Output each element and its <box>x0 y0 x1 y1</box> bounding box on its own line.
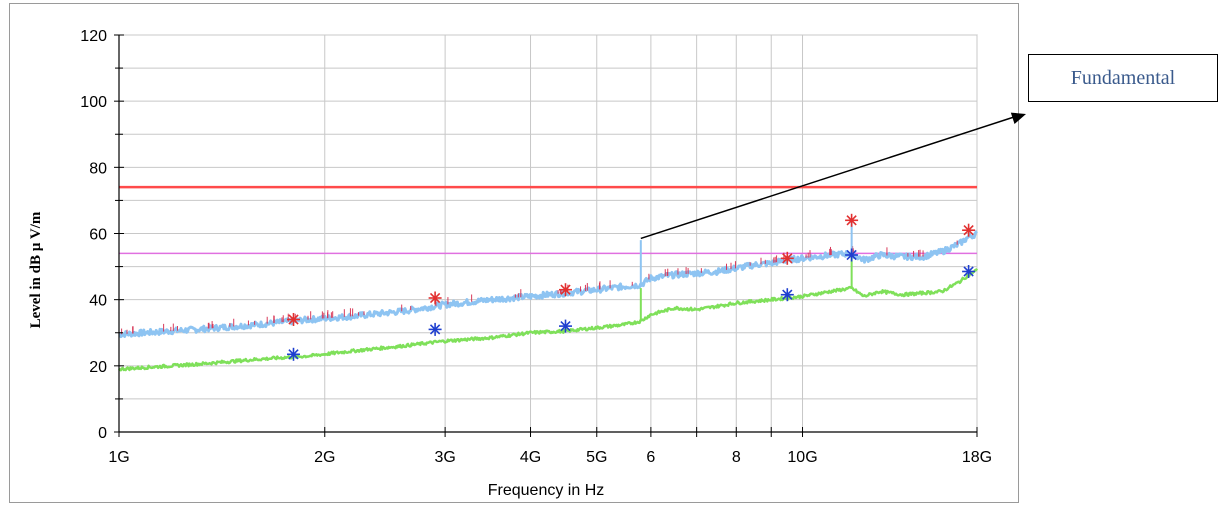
y-tick-label: 120 <box>80 28 107 45</box>
y-tick-label: 100 <box>80 94 107 111</box>
annotation-arrow-head <box>1010 112 1026 125</box>
peak-marker-stroke <box>560 320 571 332</box>
peak-marker <box>287 313 300 326</box>
annotation-layer <box>640 112 1026 240</box>
series-layer <box>118 221 979 372</box>
x-tick-label: 2G <box>314 449 335 466</box>
y-tick-label: 40 <box>89 293 107 310</box>
y-tick-label: 20 <box>89 359 107 376</box>
peak-marker-stroke <box>963 225 974 236</box>
peak-marker <box>845 248 859 262</box>
x-tick-label: 6 <box>646 449 655 466</box>
x-tick-label: 8 <box>732 449 741 466</box>
y-tick-label: 80 <box>89 160 107 177</box>
peak-marker-stroke <box>782 253 793 264</box>
x-tick-label: 4G <box>520 449 541 466</box>
peak-marker <box>559 283 572 297</box>
peak-marker <box>428 322 442 336</box>
x-tick-label: 10G <box>787 449 817 466</box>
x-tick-label: 18G <box>962 449 992 466</box>
fundamental-callout-box: Fundamental <box>1028 54 1218 102</box>
peak-marker <box>559 319 572 333</box>
peak-marker <box>845 213 859 227</box>
x-tick-label: 3G <box>434 449 455 466</box>
x-tick-label: 5G <box>586 449 607 466</box>
peak-marker-stroke <box>429 292 441 304</box>
peak-marker <box>428 291 442 305</box>
grid <box>118 34 978 433</box>
peak-marker <box>780 288 794 302</box>
series-trace <box>118 267 979 372</box>
peak-marker <box>780 251 794 265</box>
peak-marker-stroke <box>560 284 571 295</box>
annotation-arrow-line <box>640 116 1015 240</box>
series-trace <box>118 229 979 339</box>
x-axis-title: Frequency in Hz <box>488 482 605 499</box>
peak-marker <box>962 265 976 278</box>
peak-marker-stroke <box>429 324 441 335</box>
y-tick-label: 60 <box>89 227 107 244</box>
peak-marker-stroke <box>782 289 793 300</box>
peak-marker <box>962 223 976 237</box>
fundamental-callout-label: Fundamental <box>1070 66 1176 89</box>
y-tick-label: 0 <box>98 425 107 442</box>
axes: 0 20 40 60 80 100 120 1G 2G 3G 4G 5G 6 8 10G 18G <box>80 28 992 466</box>
peak-marker <box>287 347 300 361</box>
y-axis-title: Level in dB µ V/m <box>28 211 44 328</box>
peak-marker-stroke <box>846 215 857 226</box>
peak-marker-stroke <box>963 266 974 277</box>
peak-marker-stroke <box>846 249 857 261</box>
x-tick-label: 1G <box>108 449 129 466</box>
peak-marker-stroke <box>288 314 299 325</box>
peak-marker-stroke <box>288 349 299 360</box>
markers-layer <box>287 213 976 361</box>
